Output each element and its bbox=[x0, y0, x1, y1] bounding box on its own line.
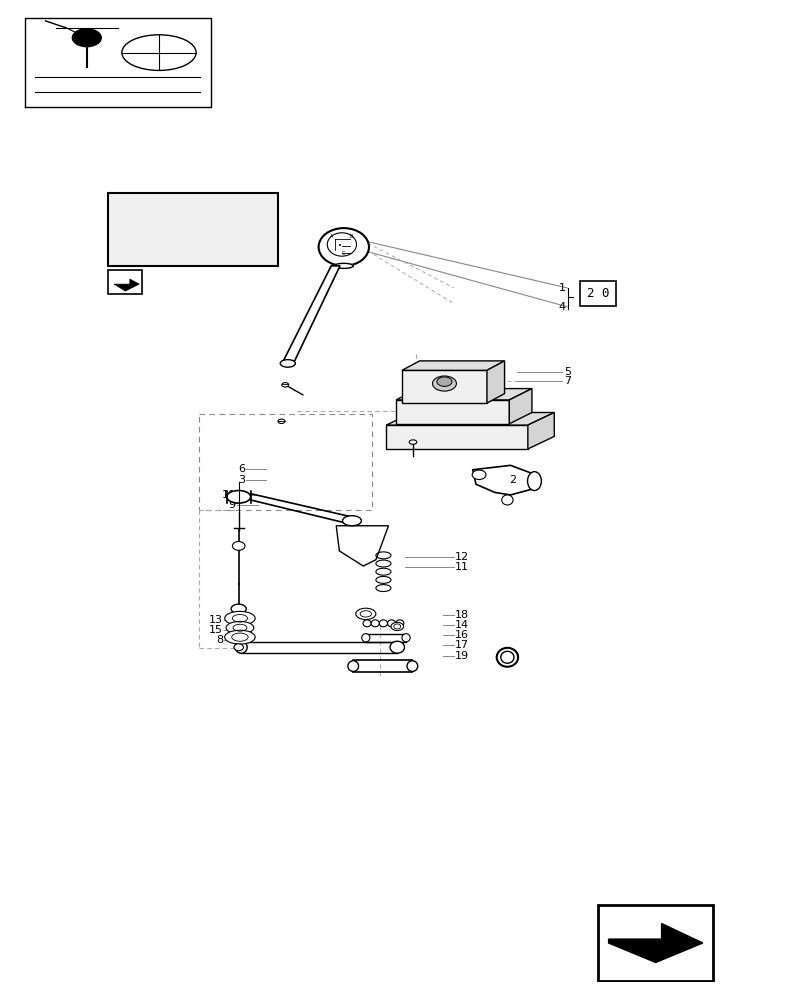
Ellipse shape bbox=[225, 621, 254, 634]
Polygon shape bbox=[386, 412, 554, 425]
Text: 14: 14 bbox=[455, 620, 469, 630]
Ellipse shape bbox=[225, 630, 255, 644]
Text: 1: 1 bbox=[558, 283, 565, 293]
Ellipse shape bbox=[334, 263, 353, 268]
Ellipse shape bbox=[231, 604, 246, 614]
Ellipse shape bbox=[355, 608, 375, 620]
Text: 6: 6 bbox=[238, 464, 245, 474]
Ellipse shape bbox=[500, 651, 513, 663]
Text: 7: 7 bbox=[564, 376, 570, 386]
Ellipse shape bbox=[277, 419, 285, 424]
Polygon shape bbox=[472, 465, 535, 495]
Ellipse shape bbox=[342, 516, 361, 526]
Ellipse shape bbox=[436, 377, 452, 386]
Polygon shape bbox=[281, 266, 340, 363]
Text: A: A bbox=[329, 234, 333, 239]
Ellipse shape bbox=[327, 233, 356, 256]
Bar bbox=[108, 193, 277, 266]
Text: •: • bbox=[337, 243, 341, 249]
Text: 13: 13 bbox=[208, 615, 223, 625]
Text: B: B bbox=[350, 234, 353, 239]
Ellipse shape bbox=[432, 376, 456, 391]
Ellipse shape bbox=[232, 541, 245, 550]
Ellipse shape bbox=[281, 383, 289, 387]
Polygon shape bbox=[527, 412, 554, 449]
Polygon shape bbox=[608, 924, 702, 962]
Polygon shape bbox=[396, 389, 531, 400]
Text: C: C bbox=[341, 251, 345, 256]
Text: 4: 4 bbox=[558, 302, 565, 312]
Ellipse shape bbox=[347, 661, 358, 671]
Text: 8: 8 bbox=[216, 635, 223, 645]
Text: 15: 15 bbox=[208, 625, 223, 635]
Text: 10: 10 bbox=[221, 490, 235, 500]
Ellipse shape bbox=[234, 644, 243, 651]
Ellipse shape bbox=[496, 648, 517, 667]
Ellipse shape bbox=[72, 29, 101, 47]
Ellipse shape bbox=[361, 634, 370, 642]
Text: 9: 9 bbox=[228, 500, 235, 510]
Ellipse shape bbox=[318, 228, 368, 266]
Text: 2: 2 bbox=[508, 475, 516, 485]
Polygon shape bbox=[508, 389, 531, 424]
Bar bbox=[108, 270, 142, 294]
Ellipse shape bbox=[280, 360, 295, 367]
Ellipse shape bbox=[501, 495, 513, 505]
Polygon shape bbox=[336, 526, 388, 566]
Ellipse shape bbox=[527, 472, 541, 491]
Ellipse shape bbox=[406, 661, 417, 671]
Bar bbox=[396, 400, 508, 424]
Text: 11: 11 bbox=[455, 562, 469, 572]
Text: 2 0: 2 0 bbox=[586, 287, 608, 300]
Ellipse shape bbox=[409, 440, 416, 444]
Ellipse shape bbox=[235, 641, 247, 653]
Polygon shape bbox=[114, 279, 139, 291]
Text: 5: 5 bbox=[564, 367, 570, 377]
Ellipse shape bbox=[225, 611, 255, 625]
Ellipse shape bbox=[401, 634, 410, 642]
Text: 12: 12 bbox=[455, 552, 469, 562]
Ellipse shape bbox=[471, 470, 486, 480]
Text: 16: 16 bbox=[455, 630, 469, 640]
Text: 3: 3 bbox=[238, 475, 245, 485]
Text: 19: 19 bbox=[455, 651, 469, 661]
Polygon shape bbox=[487, 361, 504, 403]
Bar bbox=[401, 370, 487, 403]
Bar bbox=[579, 281, 616, 306]
Polygon shape bbox=[401, 361, 504, 370]
Bar bbox=[386, 425, 527, 449]
Text: 18: 18 bbox=[455, 610, 469, 620]
Ellipse shape bbox=[226, 491, 251, 503]
Ellipse shape bbox=[389, 641, 404, 653]
Text: 17: 17 bbox=[455, 640, 469, 650]
Ellipse shape bbox=[391, 622, 403, 631]
